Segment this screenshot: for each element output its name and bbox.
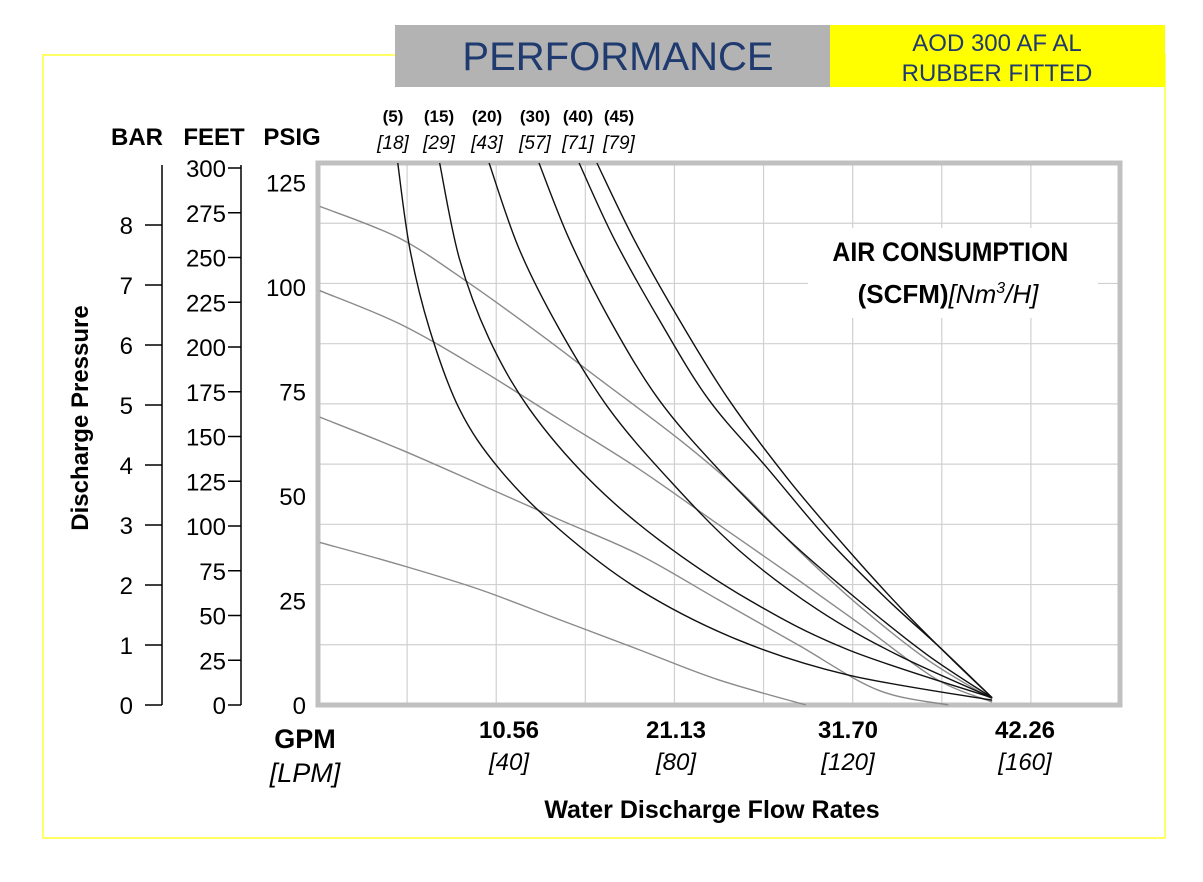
x-tick-lpm: [40] xyxy=(488,749,530,776)
air-label-nm3h: [18] xyxy=(376,133,409,154)
annotation-line1: AIR CONSUMPTION xyxy=(832,238,1068,267)
bar-tick-label: 3 xyxy=(120,513,133,540)
psig-tick-label: 125 xyxy=(266,171,306,198)
x-unit-gpm: GPM xyxy=(274,724,336,754)
air-consumption-labels: (5) [18] (15) [29] (20) [43] (30) [57] (40) [71] (… xyxy=(376,107,635,154)
annotation-bg xyxy=(808,228,1098,318)
bar-tick-label: 6 xyxy=(120,333,133,360)
psig-tick-label: 100 xyxy=(266,275,306,302)
feet-tick-label: 175 xyxy=(186,380,226,407)
curves xyxy=(319,162,993,706)
bar-tick-label: 4 xyxy=(120,453,133,480)
annotation-line2: (SCFM)[Nm3/H] xyxy=(858,279,1040,309)
bar-tick-label: 7 xyxy=(120,273,133,300)
air-label-scfm: (30) xyxy=(520,107,550,126)
feet-tick-label: 25 xyxy=(199,648,226,675)
title-banner xyxy=(395,25,830,87)
annotation-unit: [Nm xyxy=(948,279,997,309)
psig-tick-label: 25 xyxy=(279,589,306,616)
feet-tick-label: 225 xyxy=(186,290,226,317)
bar-tick-label: 2 xyxy=(120,573,133,600)
air-curve-30-SCFM xyxy=(538,162,993,699)
air-curve-20-SCFM xyxy=(488,162,993,699)
bar-axis-title: BAR xyxy=(111,124,163,151)
air-label-scfm: (40) xyxy=(563,107,593,126)
feet-tick-label: 100 xyxy=(186,514,226,541)
chart-title: PERFORMANCE xyxy=(462,35,773,79)
air-label-scfm: (5) xyxy=(383,107,404,126)
air-label-scfm: (45) xyxy=(604,107,634,126)
air-label-scfm: (20) xyxy=(472,107,502,126)
y-axis-label: Discharge Pressure xyxy=(67,305,94,530)
air-label-nm3h: [79] xyxy=(602,133,635,154)
air-label-scfm: (15) xyxy=(424,107,454,126)
x-axis-label: Water Discharge Flow Rates xyxy=(544,796,879,824)
air-curve-45-SCFM xyxy=(596,162,993,699)
air-curve-15-SCFM xyxy=(438,162,993,699)
model-banner xyxy=(830,25,1165,87)
x-tick-lpm: [160] xyxy=(997,749,1053,776)
feet-tick-label: 200 xyxy=(186,335,226,362)
plot-frame xyxy=(315,160,1123,708)
annotation-unit-end: /H] xyxy=(1003,279,1039,309)
psig-axis-title: PSIG xyxy=(263,124,320,151)
x-tick-lpm: [120] xyxy=(820,749,876,776)
feet-tick-label: 0 xyxy=(213,693,226,720)
bar-tick-label: 0 xyxy=(120,693,133,720)
feet-tick-label: 150 xyxy=(186,425,226,452)
bar-tick-label: 1 xyxy=(120,633,133,660)
pressure-curve-inlet-pressure-2 xyxy=(319,290,993,703)
pressure-curve-inlet-pressure-3 xyxy=(319,416,949,706)
feet-tick-label: 75 xyxy=(199,559,226,586)
x-tick-lpm: [80] xyxy=(655,749,697,776)
y-axes: 0123456780255075100125150175200225250275… xyxy=(120,156,306,720)
model-name: AOD 300 AF AL xyxy=(912,30,1081,57)
air-label-nm3h: [57] xyxy=(518,133,551,154)
feet-axis-title: FEET xyxy=(183,124,245,151)
x-unit-lpm: [LPM] xyxy=(269,758,342,788)
pressure-curve-inlet-pressure-4 xyxy=(319,541,807,706)
x-ticks: 10.56 [40] 21.13 [80] 31.70 [120] 42.26 [160] xyxy=(479,717,1055,776)
bar-tick-label: 5 xyxy=(120,393,133,420)
bar-tick-label: 8 xyxy=(120,213,133,240)
x-tick-gpm: 31.70 xyxy=(818,717,878,744)
air-label-nm3h: [71] xyxy=(561,133,594,154)
psig-tick-label: 50 xyxy=(279,484,306,511)
psig-tick-label: 75 xyxy=(279,380,306,407)
air-label-nm3h: [43] xyxy=(470,133,503,154)
feet-tick-label: 300 xyxy=(186,156,226,183)
x-tick-gpm: 42.26 xyxy=(995,717,1055,744)
model-fitting: RUBBER FITTED xyxy=(902,60,1093,87)
annotation-sup: 3 xyxy=(996,280,1005,297)
annotation-scfm: (SCFM) xyxy=(858,279,949,309)
feet-tick-label: 125 xyxy=(186,469,226,496)
pressure-curve-inlet-pressure-1 xyxy=(319,205,993,700)
psig-tick-label: 0 xyxy=(293,693,306,720)
air-curve-5-SCFM xyxy=(397,162,993,701)
feet-tick-label: 275 xyxy=(186,201,226,228)
feet-tick-label: 250 xyxy=(186,246,226,273)
feet-tick-label: 50 xyxy=(199,604,226,631)
x-tick-gpm: 10.56 xyxy=(479,717,539,744)
x-tick-gpm: 21.13 xyxy=(646,717,706,744)
air-label-nm3h: [29] xyxy=(422,133,455,154)
air-curve-40-SCFM xyxy=(578,162,993,699)
